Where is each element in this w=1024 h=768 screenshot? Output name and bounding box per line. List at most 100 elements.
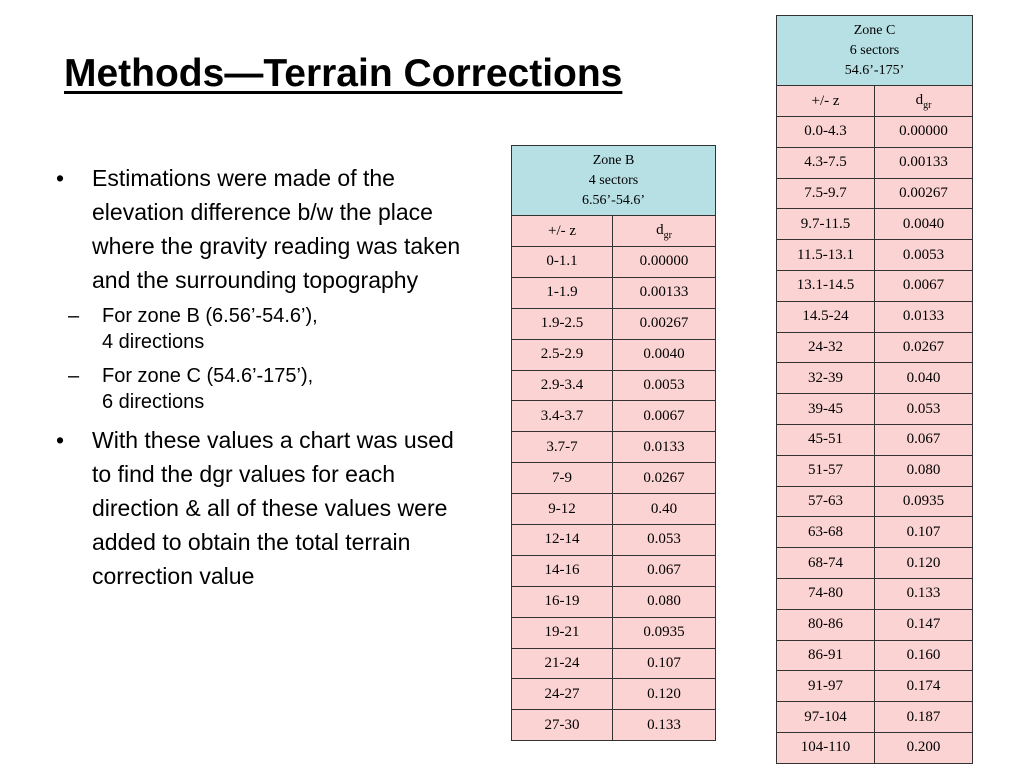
table-row: 2.9-3.4 0.0053 (511, 369, 716, 402)
z-range-cell: 91-97 (776, 670, 875, 703)
sub-bullet-zone-b-line2: 4 directions (102, 331, 205, 353)
dgr-value-cell: 0.0133 (874, 300, 973, 333)
dgr-value-cell: 0.40 (612, 493, 716, 526)
z-range-cell: 7-9 (511, 462, 613, 495)
dgr-value-cell: 0.0133 (612, 431, 716, 464)
z-range-cell: 14-16 (511, 554, 613, 587)
table-row: 9-12 0.40 (511, 493, 716, 526)
sub-bullet-zone-c-line1: For zone C (54.6’-175’), (102, 365, 314, 387)
z-range-cell: 24-27 (511, 678, 613, 711)
z-range-cell: 7.5-9.7 (776, 177, 875, 210)
zone-c-header-sectors: 6 sectors (849, 42, 900, 58)
table-row: 91-97 0.174 (776, 670, 973, 703)
table-row: 7-9 0.0267 (511, 462, 716, 495)
zone-b-header-name: Zone B (592, 152, 635, 168)
dgr-value-cell: 0.00133 (612, 276, 716, 309)
table-row: 16-19 0.080 (511, 585, 716, 618)
table-row: 1-1.9 0.00133 (511, 276, 716, 309)
z-range-cell: 86-91 (776, 639, 875, 672)
z-range-cell: 63-68 (776, 516, 875, 549)
zone-c-header-name: Zone C (853, 22, 896, 38)
z-range-cell: 16-19 (511, 585, 613, 618)
table-row: 24-27 0.120 (511, 678, 716, 711)
z-range-cell: 1-1.9 (511, 276, 613, 309)
table-row: 27-30 0.133 (511, 709, 716, 742)
dgr-value-cell: 0.00267 (874, 177, 973, 210)
dgr-value-cell: 0.040 (874, 362, 973, 395)
table-row: 13.1-14.5 0.0067 (776, 269, 973, 302)
dgr-value-cell: 0.00000 (874, 116, 973, 148)
dgr-value-cell: 0.187 (874, 701, 973, 733)
dgr-value-cell: 0.0053 (612, 369, 716, 402)
zone-b-header: Zone B 4 sectors 6.56’-54.6’ (511, 145, 716, 216)
dgr-value-cell: 0.160 (874, 639, 973, 672)
sub-bullet-zone-c-line2: 6 directions (102, 391, 205, 413)
z-range-cell: 12-14 (511, 524, 613, 556)
dgr-value-cell: 0.067 (612, 554, 716, 587)
dgr-value-cell: 0.107 (874, 516, 973, 549)
table-row: 68-74 0.120 (776, 547, 973, 579)
zone-c-header-range: 54.6’-175’ (844, 62, 905, 78)
dgr-value-cell: 0.174 (874, 670, 973, 703)
z-range-cell: 57-63 (776, 485, 875, 518)
sub-bullet-zone-c: For zone C (54.6’-175’), 6 directions (56, 363, 476, 415)
zone-c-rows: 0.0-4.3 0.00000 4.3-7.5 0.00133 7.5-9.7 0.002… (776, 116, 973, 764)
z-range-cell: 51-57 (776, 454, 875, 487)
sub-bullet-zone-b-line1: For zone B (6.56’-54.6’), (102, 305, 318, 327)
z-range-cell: 24-32 (776, 331, 875, 364)
table-row: 14-16 0.067 (511, 554, 716, 587)
z-range-cell: 80-86 (776, 608, 875, 641)
dgr-value-cell: 0.0067 (874, 269, 973, 302)
table-row: 74-80 0.133 (776, 577, 973, 610)
zone-b-col-dgr-sub: gr (663, 229, 672, 241)
zone-c-col-dgr-main: d (915, 91, 924, 108)
table-row: 1.9-2.5 0.00267 (511, 307, 716, 340)
table-row: 21-24 0.107 (511, 647, 716, 680)
z-range-cell: 1.9-2.5 (511, 307, 613, 340)
z-range-cell: 0.0-4.3 (776, 116, 875, 148)
table-row: 45-51 0.067 (776, 423, 973, 456)
table-row: 97-104 0.187 (776, 701, 973, 733)
zone-b-col-dgr: dgr (612, 215, 716, 247)
z-range-cell: 0-1.1 (511, 246, 613, 278)
zone-c-col-dgr: dgr (874, 85, 973, 117)
table-row: 63-68 0.107 (776, 516, 973, 549)
dgr-value-cell: 0.080 (612, 585, 716, 618)
z-range-cell: 9.7-11.5 (776, 208, 875, 241)
z-range-cell: 3.7-7 (511, 431, 613, 464)
z-range-cell: 14.5-24 (776, 300, 875, 333)
zone-c-col-dgr-sub: gr (923, 99, 932, 111)
zone-b-table: Zone B 4 sectors 6.56’-54.6’ +/- z dgr 0… (511, 145, 716, 742)
z-range-cell: 104-110 (776, 731, 875, 764)
slide-title: Methods—Terrain Corrections (64, 52, 623, 95)
z-range-cell: 2.5-2.9 (511, 338, 613, 371)
bullet-chart-values: With these values a chart was used to fi… (56, 423, 476, 593)
z-range-cell: 2.9-3.4 (511, 369, 613, 402)
table-row: 32-39 0.040 (776, 362, 973, 395)
table-row: 2.5-2.9 0.0040 (511, 338, 716, 371)
table-row: 14.5-24 0.0133 (776, 300, 973, 333)
table-row: 9.7-11.5 0.0040 (776, 208, 973, 241)
dgr-value-cell: 0.133 (874, 577, 973, 610)
dgr-value-cell: 0.053 (874, 393, 973, 425)
zone-b-rows: 0-1.1 0.00000 1-1.9 0.00133 1.9-2.5 0.00267 2.… (511, 246, 716, 742)
table-row: 0-1.1 0.00000 (511, 246, 716, 278)
dgr-value-cell: 0.0267 (612, 462, 716, 495)
dgr-value-cell: 0.0040 (874, 208, 973, 241)
z-range-cell: 3.4-3.7 (511, 400, 613, 433)
table-row: 3.7-7 0.0133 (511, 431, 716, 464)
z-range-cell: 21-24 (511, 647, 613, 680)
z-range-cell: 13.1-14.5 (776, 269, 875, 302)
z-range-cell: 4.3-7.5 (776, 146, 875, 179)
z-range-cell: 74-80 (776, 577, 875, 610)
bullet-estimations: Estimations were made of the elevation d… (56, 161, 476, 297)
table-row: 3.4-3.7 0.0067 (511, 400, 716, 433)
dgr-value-cell: 0.120 (612, 678, 716, 711)
zone-b-header-sectors: 4 sectors (588, 172, 639, 188)
dgr-value-cell: 0.0267 (874, 331, 973, 364)
sub-bullet-zone-b: For zone B (6.56’-54.6’), 4 directions (56, 303, 476, 355)
dgr-value-cell: 0.0935 (874, 485, 973, 518)
z-range-cell: 32-39 (776, 362, 875, 395)
zone-c-table: Zone C 6 sectors 54.6’-175’ +/- z dgr 0.… (776, 15, 973, 764)
z-range-cell: 27-30 (511, 709, 613, 742)
